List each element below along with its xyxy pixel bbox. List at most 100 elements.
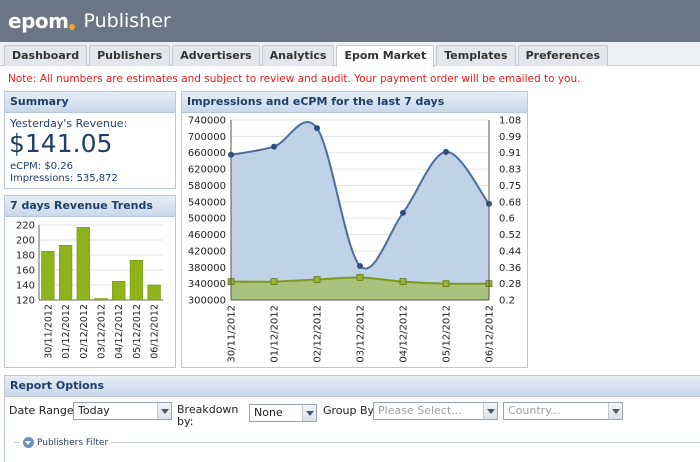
chevron-down-icon	[608, 403, 622, 419]
revenue-trends-panel: 7 days Revenue Trends	[4, 195, 176, 368]
tab-preferences[interactable]: Preferences	[517, 45, 609, 66]
expand-icon	[23, 437, 34, 448]
date-range-label: Date Range:	[9, 404, 78, 417]
x-tick-label: 04/12/2012	[114, 304, 125, 359]
summary-title: Summary	[5, 92, 175, 113]
ecpm-value: eCPM: $0.26	[10, 161, 73, 172]
app-header: epom Publisher	[0, 0, 700, 42]
estimate-note: Note: All numbers are estimates and subj…	[8, 73, 581, 85]
bar	[58, 245, 73, 301]
x-tick-label: 04/12/2012	[399, 305, 410, 363]
right-tick-label: 0.99	[499, 132, 521, 143]
tabs: Dashboard Publishers Advertisers Analytics E…	[4, 45, 610, 67]
impressions-ecpm-chart: 300000 340000 380000 420000 460000 500000 5400…	[188, 116, 521, 363]
bar	[76, 227, 90, 301]
group-by-select[interactable]: Please Select...	[373, 402, 498, 420]
publishers-filter-label: Publishers Filter	[37, 437, 109, 448]
breakdown-value: None	[254, 406, 283, 419]
epom-logo[interactable]: epom Publisher	[8, 6, 171, 36]
breakdown-label: Breakdown by:	[177, 403, 239, 428]
x-tick-label: 06/12/2012	[485, 305, 496, 363]
impressions-point	[357, 263, 363, 270]
tab-epom-market[interactable]: Epom Market	[336, 45, 435, 67]
tab-analytics[interactable]: Analytics	[261, 45, 335, 66]
right-tick-label: 0.2	[499, 296, 515, 307]
bar	[129, 260, 144, 301]
impressions-point	[443, 148, 449, 155]
group-by-placeholder: Please Select...	[378, 404, 462, 417]
x-tick-label: 03/12/2012	[97, 304, 108, 359]
revenue-bar-chart: 120 140 160 180 200 220 30/11/2012 01/12/2012 02…	[16, 221, 163, 359]
report-options-title: Report Options	[5, 376, 700, 397]
right-tick-label: 0.91	[499, 148, 521, 159]
left-tick-label: 540000	[188, 197, 226, 208]
bar	[94, 298, 108, 301]
tab-dashboard[interactable]: Dashboard	[4, 45, 88, 66]
left-tick-label: 340000	[188, 279, 226, 290]
chevron-down-icon	[483, 403, 497, 419]
x-tick-label: 06/12/2012	[150, 304, 161, 359]
date-range-value: Today	[78, 404, 110, 417]
impressions-point	[271, 143, 277, 150]
ecpm-point	[270, 278, 278, 285]
chevron-down-icon	[157, 403, 171, 419]
x-tick-label: 30/11/2012	[43, 304, 54, 359]
ecpm-point	[356, 274, 364, 281]
ecpm-point	[442, 280, 450, 288]
tab-publishers[interactable]: Publishers	[89, 45, 171, 66]
x-tick-label: 05/12/2012	[132, 304, 143, 359]
left-tick-label: 380000	[188, 263, 226, 274]
bar	[112, 281, 126, 301]
x-tick-label: 01/12/2012	[61, 304, 72, 359]
country-placeholder: Country...	[508, 404, 561, 417]
tab-advertisers[interactable]: Advertisers	[172, 45, 260, 66]
date-range-select[interactable]: Today	[73, 402, 172, 420]
publishers-filter-toggle[interactable]: Publishers Filter	[20, 437, 112, 448]
left-tick-label: 700000	[188, 132, 226, 143]
bar	[147, 284, 161, 301]
x-tick-label: 03/12/2012	[356, 305, 367, 363]
left-tick-label: 740000	[188, 116, 226, 127]
x-tick-label: 30/11/2012	[227, 305, 238, 363]
left-tick-label: 420000	[188, 246, 226, 257]
tab-templates[interactable]: Templates	[436, 45, 516, 66]
right-tick-label: 0.75	[499, 181, 521, 192]
breakdown-select[interactable]: None	[249, 404, 317, 422]
filter-divider	[14, 442, 700, 443]
x-tick-label: 02/12/2012	[313, 305, 324, 363]
revenue-label: Yesterday's Revenue:	[10, 117, 128, 130]
right-tick-label: 0.68	[499, 197, 521, 208]
y-tick-label: 220	[16, 221, 35, 232]
logo-text: epom	[8, 9, 69, 33]
right-tick-label: 1.08	[499, 116, 521, 127]
y-tick-label: 120	[16, 296, 35, 307]
impressions-point	[314, 125, 320, 132]
right-tick-label: 0.6	[499, 214, 515, 225]
y-tick-label: 140	[16, 281, 35, 292]
ecpm-point	[313, 276, 321, 283]
right-tick-label: 0.52	[499, 230, 521, 241]
revenue-value: $141.05	[9, 129, 113, 158]
left-tick-label: 660000	[188, 148, 226, 159]
ecpm-point	[399, 278, 407, 285]
chevron-down-icon	[302, 405, 316, 421]
impressions-area	[231, 121, 489, 300]
left-tick-label: 580000	[188, 181, 226, 192]
impressions-value: Impressions: 535,872	[10, 173, 118, 184]
impressions-ecpm-title: Impressions and eCPM for the last 7 days	[182, 92, 527, 113]
main-tab-bar: Dashboard Publishers Advertisers Analytics E…	[0, 42, 700, 67]
left-tick-label: 460000	[188, 230, 226, 241]
country-select[interactable]: Country...	[503, 402, 623, 420]
left-tick-label: 500000	[188, 214, 226, 225]
x-tick-label: 02/12/2012	[79, 304, 90, 359]
x-tick-label: 01/12/2012	[270, 305, 281, 363]
bar	[41, 251, 55, 301]
right-tick-label: 0.36	[499, 263, 521, 274]
product-name: Publisher	[83, 10, 171, 32]
left-tick-label: 620000	[188, 165, 226, 176]
logo-dot-icon	[69, 24, 76, 30]
summary-panel: Summary	[4, 91, 176, 189]
x-tick-label: 05/12/2012	[442, 305, 453, 363]
revenue-trends-title: 7 days Revenue Trends	[5, 196, 175, 217]
